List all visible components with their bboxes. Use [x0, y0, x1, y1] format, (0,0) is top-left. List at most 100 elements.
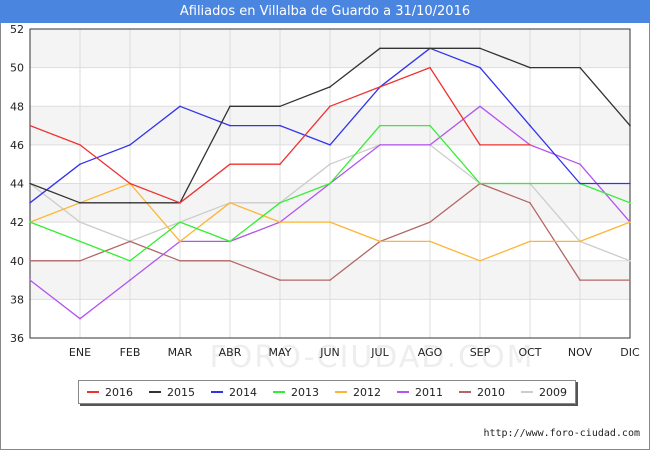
- data-point-2016: [529, 144, 531, 146]
- data-point-2011: [129, 279, 131, 281]
- legend-label: 2009: [539, 385, 567, 399]
- data-point-2011: [79, 317, 81, 320]
- legend-item-2016: 2016: [87, 386, 133, 399]
- data-point-2009: [629, 259, 631, 262]
- legend-label: 2014: [229, 385, 257, 399]
- y-tick-label: 46: [10, 139, 24, 152]
- data-point-2012: [629, 221, 631, 223]
- data-point-2012: [429, 240, 431, 243]
- data-point-2010: [29, 259, 31, 262]
- data-point-2013: [179, 221, 181, 223]
- data-point-2015: [379, 47, 381, 50]
- data-point-2010: [629, 279, 631, 281]
- data-point-2010: [329, 279, 331, 281]
- y-tick-label: 42: [10, 216, 24, 229]
- data-point-2016: [429, 66, 431, 69]
- data-point-2015: [329, 86, 331, 88]
- data-point-2010: [429, 221, 431, 223]
- x-tick-label: JUL: [370, 346, 389, 359]
- data-point-2011: [29, 279, 31, 281]
- data-point-2013: [629, 202, 631, 204]
- legend-swatch: [397, 391, 409, 393]
- data-point-2009: [329, 163, 331, 165]
- data-point-2015: [79, 202, 81, 204]
- legend-label: 2015: [167, 385, 195, 399]
- data-point-2010: [529, 202, 531, 204]
- data-point-2010: [129, 240, 131, 243]
- data-point-2014: [179, 105, 181, 108]
- legend-item-2012: 2012: [335, 386, 381, 399]
- data-point-2016: [279, 163, 281, 165]
- data-point-2015: [279, 105, 281, 108]
- x-tick-label: ABR: [219, 346, 242, 359]
- data-point-2011: [479, 105, 481, 108]
- y-tick-label: 40: [10, 255, 24, 268]
- x-tick-label: SEP: [470, 346, 491, 359]
- legend-item-2013: 2013: [273, 386, 319, 399]
- x-tick-label: MAR: [168, 346, 193, 359]
- data-point-2016: [229, 163, 231, 165]
- data-point-2012: [529, 240, 531, 243]
- source-url: http://www.foro-ciudad.com: [483, 428, 640, 439]
- y-tick-label: 50: [10, 62, 24, 75]
- data-point-2012: [479, 259, 481, 262]
- legend-swatch: [87, 391, 99, 393]
- chart-title: Afiliados en Villalba de Guardo a 31/10/…: [0, 0, 650, 23]
- data-point-2013: [79, 240, 81, 243]
- data-point-2009: [79, 221, 81, 223]
- legend-item-2011: 2011: [397, 386, 443, 399]
- y-tick-label: 52: [10, 23, 24, 36]
- data-point-2014: [329, 144, 331, 146]
- data-point-2013: [429, 124, 431, 127]
- x-tick-label: ENE: [69, 346, 91, 359]
- y-tick-label: 38: [10, 293, 24, 306]
- data-point-2012: [229, 202, 231, 204]
- legend-label: 2016: [105, 385, 133, 399]
- data-point-2010: [229, 259, 231, 262]
- data-point-2015: [579, 66, 581, 69]
- x-tick-label: MAY: [269, 346, 292, 359]
- legend-swatch: [521, 391, 533, 393]
- legend-label: 2012: [353, 385, 381, 399]
- legend-swatch: [211, 391, 223, 393]
- legend-item-2014: 2014: [211, 386, 257, 399]
- data-point-2014: [29, 202, 31, 204]
- x-tick-label: DIC: [620, 346, 640, 359]
- data-point-2015: [129, 202, 131, 204]
- data-point-2013: [129, 259, 131, 262]
- y-tick-label: 36: [10, 332, 24, 345]
- legend-item-2010: 2010: [459, 386, 505, 399]
- x-tick-label: AGO: [418, 346, 443, 359]
- legend: 2016 2015 2014 2013 2012 2011 2010 2009: [78, 380, 576, 404]
- data-point-2012: [179, 240, 181, 243]
- data-point-2013: [479, 182, 481, 185]
- data-point-2013: [329, 182, 331, 185]
- data-point-2014: [279, 124, 281, 127]
- legend-label: 2010: [477, 385, 505, 399]
- data-point-2012: [279, 221, 281, 223]
- data-point-2013: [529, 182, 531, 185]
- data-point-2016: [329, 105, 331, 108]
- data-point-2014: [479, 66, 481, 69]
- data-point-2010: [179, 259, 181, 262]
- data-point-2011: [579, 163, 581, 165]
- legend-swatch: [273, 391, 285, 393]
- y-tick-label: 44: [10, 178, 24, 191]
- data-point-2013: [29, 221, 31, 223]
- data-point-2016: [479, 144, 481, 146]
- x-tick-label: JUN: [319, 346, 340, 359]
- data-point-2014: [629, 182, 631, 185]
- data-point-2010: [79, 259, 81, 262]
- data-point-2015: [629, 124, 631, 127]
- data-point-2012: [379, 240, 381, 243]
- data-point-2015: [479, 47, 481, 50]
- data-point-2016: [179, 202, 181, 204]
- x-tick-label: NOV: [568, 346, 593, 359]
- data-point-2014: [579, 182, 581, 185]
- data-point-2012: [329, 221, 331, 223]
- data-point-2016: [379, 86, 381, 88]
- data-point-2011: [379, 144, 381, 146]
- data-point-2014: [229, 124, 231, 127]
- data-point-2016: [29, 124, 31, 127]
